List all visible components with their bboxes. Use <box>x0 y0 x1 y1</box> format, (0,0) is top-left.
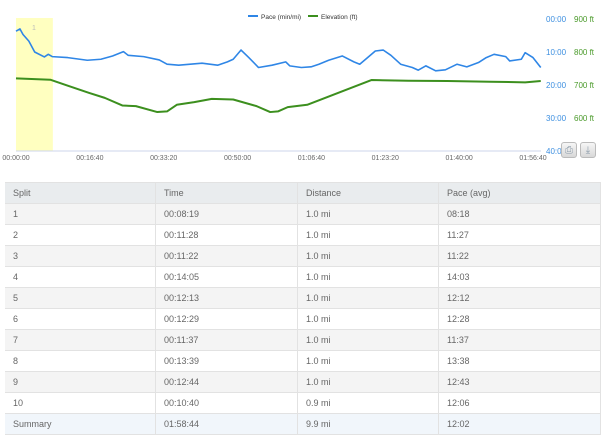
cell-time: 00:08:19 <box>155 203 298 225</box>
table-row: 6 00:12:29 1.0 mi 12:28 <box>5 308 601 330</box>
cell-distance: 1.0 mi <box>297 308 439 330</box>
legend-item: Elevation (ft) <box>321 14 358 21</box>
table-row: 9 00:12:44 1.0 mi 12:43 <box>5 371 601 393</box>
elevation-tick-label: 800 ft <box>574 48 595 57</box>
pace-tick-label: 00:00 <box>546 15 567 24</box>
pace-elevation-chart: 1 00:00:00 00:16:40 00:33:20 00:50:00 01:06:4… <box>2 14 595 162</box>
summary-split: Summary <box>5 413 156 435</box>
x-tick-label: 00:16:40 <box>76 155 103 162</box>
pace-tick-label: 10:00 <box>546 48 567 57</box>
cell-distance: 1.0 mi <box>297 287 439 309</box>
cell-time: 00:11:22 <box>155 245 298 267</box>
cell-pace: 11:27 <box>438 224 601 246</box>
summary-time: 01:58:44 <box>155 413 298 435</box>
cell-time: 00:11:28 <box>155 224 298 246</box>
cell-split: 6 <box>5 308 156 330</box>
x-tick-label: 00:33:20 <box>150 155 177 162</box>
cell-distance: 1.0 mi <box>297 266 439 288</box>
summary-distance: 9.9 mi <box>297 413 439 435</box>
elevation-line <box>15 77 541 114</box>
cell-split: 8 <box>5 350 156 372</box>
table-row: 5 00:12:13 1.0 mi 12:12 <box>5 287 601 309</box>
print-button[interactable]: ⎙ <box>561 142 577 158</box>
header-pace: Pace (avg) <box>438 182 601 204</box>
cell-pace: 12:43 <box>438 371 601 393</box>
table-row: 3 00:11:22 1.0 mi 11:22 <box>5 245 601 267</box>
pace-tick-label: 20:00 <box>546 81 567 90</box>
table-row: 10 00:10:40 0.9 mi 12:06 <box>5 392 601 414</box>
cell-distance: 1.0 mi <box>297 245 439 267</box>
cell-distance: 0.9 mi <box>297 392 439 414</box>
split-highlight-band <box>16 18 53 151</box>
cell-distance: 1.0 mi <box>297 371 439 393</box>
cell-split: 5 <box>5 287 156 309</box>
x-tick-label: 00:50:00 <box>224 155 251 162</box>
header-split: Split <box>5 182 156 204</box>
x-tick-label: 01:06:40 <box>298 155 325 162</box>
cell-time: 00:12:44 <box>155 371 298 393</box>
x-tick-label: 01:56:40 <box>519 155 546 162</box>
print-icon: ⎙ <box>565 144 573 156</box>
download-icon: ⤓ <box>585 144 591 156</box>
summary-row: Summary 01:58:44 9.9 mi 12:02 <box>5 413 601 435</box>
cell-pace: 14:03 <box>438 266 601 288</box>
cell-time: 00:14:05 <box>155 266 298 288</box>
cell-pace: 12:12 <box>438 287 601 309</box>
split-band-label: 1 <box>32 25 36 32</box>
cell-distance: 1.0 mi <box>297 224 439 246</box>
cell-split: 9 <box>5 371 156 393</box>
pace-tick-label: 30:00 <box>546 114 567 123</box>
cell-distance: 1.0 mi <box>297 203 439 225</box>
table-row: 8 00:13:39 1.0 mi 13:38 <box>5 350 601 372</box>
cell-distance: 1.0 mi <box>297 350 439 372</box>
header-time: Time <box>155 182 298 204</box>
pace-tick-label: 40:00 <box>546 147 567 156</box>
pace-line <box>15 28 542 72</box>
cell-time: 00:10:40 <box>155 392 298 414</box>
cell-split: 2 <box>5 224 156 246</box>
table-header-row: Split Time Distance Pace (avg) <box>5 182 601 204</box>
cell-time: 00:12:13 <box>155 287 298 309</box>
splits-table: Split Time Distance Pace (avg) 1 00:08:19… <box>5 182 601 435</box>
table-row: 7 00:11:37 1.0 mi 11:37 <box>5 329 601 351</box>
export-button[interactable]: ⤓ <box>580 142 596 158</box>
cell-split: 1 <box>5 203 156 225</box>
cell-pace: 13:38 <box>438 350 601 372</box>
table-row: 4 00:14:05 1.0 mi 14:03 <box>5 266 601 288</box>
cell-time: 00:12:29 <box>155 308 298 330</box>
elevation-tick-label: 900 ft <box>574 15 595 24</box>
cell-time: 00:11:37 <box>155 329 298 351</box>
summary-pace: 12:02 <box>438 413 601 435</box>
cell-distance: 1.0 mi <box>297 329 439 351</box>
elevation-tick-label: 700 ft <box>574 81 595 90</box>
cell-split: 7 <box>5 329 156 351</box>
cell-pace: 11:37 <box>438 329 601 351</box>
table-row: 2 00:11:28 1.0 mi 11:27 <box>5 224 601 246</box>
cell-pace: 08:18 <box>438 203 601 225</box>
x-tick-label: 01:23:20 <box>372 155 399 162</box>
x-tick-label: 01:40:00 <box>446 155 473 162</box>
legend-item: Pace (min/mi) <box>261 14 301 21</box>
cell-pace: 11:22 <box>438 245 601 267</box>
table-row: 1 00:08:19 1.0 mi 08:18 <box>5 203 601 225</box>
cell-split: 3 <box>5 245 156 267</box>
cell-pace: 12:06 <box>438 392 601 414</box>
cell-split: 10 <box>5 392 156 414</box>
x-tick-label: 00:00:00 <box>2 155 29 162</box>
cell-split: 4 <box>5 266 156 288</box>
cell-pace: 12:28 <box>438 308 601 330</box>
cell-time: 00:13:39 <box>155 350 298 372</box>
header-distance: Distance <box>297 182 439 204</box>
elevation-tick-label: 600 ft <box>574 114 595 123</box>
